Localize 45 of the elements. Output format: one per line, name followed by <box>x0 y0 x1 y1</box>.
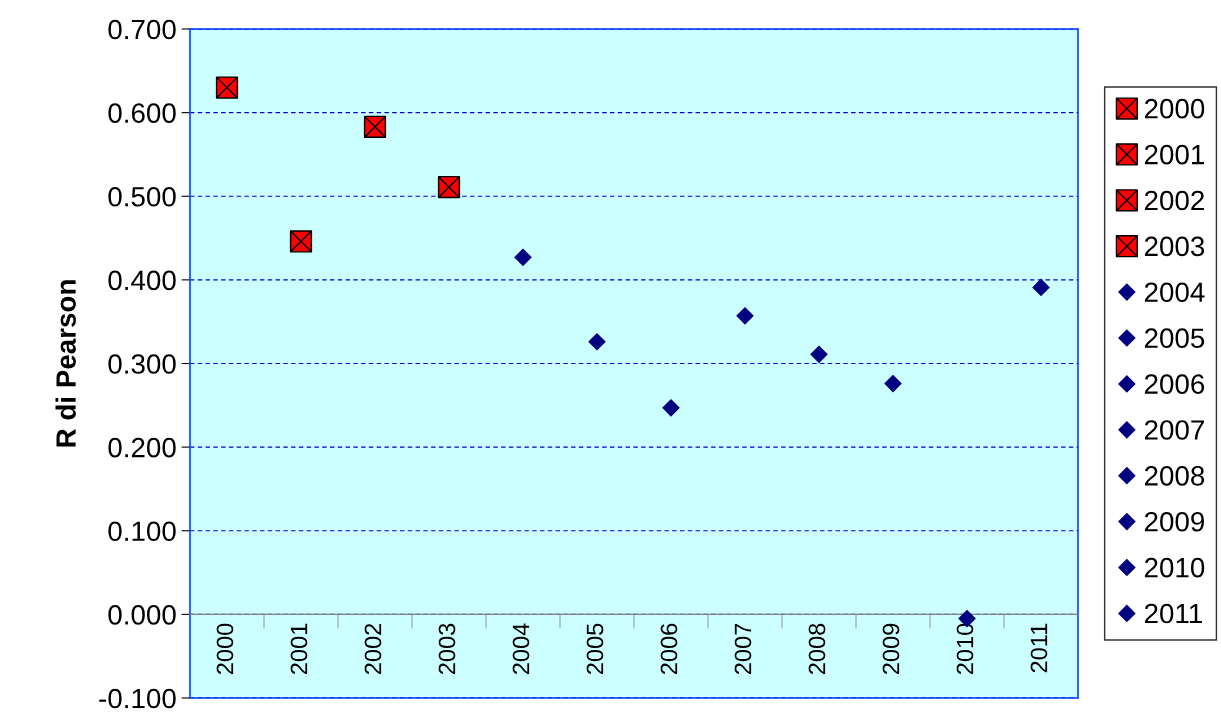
x-tick-label: 2000 <box>216 623 234 675</box>
y-tick-label: 0.100 <box>108 521 176 542</box>
legend-label: 2009 <box>1144 511 1205 532</box>
y-tick-label: 0.000 <box>108 605 176 625</box>
point <box>810 345 828 363</box>
legend-label: 2000 <box>1144 98 1205 119</box>
y-tick-label: -0.100 <box>99 688 176 709</box>
legend-label: 2004 <box>1144 282 1205 303</box>
legend-label: 2006 <box>1144 374 1205 394</box>
point <box>662 399 680 417</box>
legend-label: 2008 <box>1144 466 1205 486</box>
legend-label: 2010 <box>1144 557 1205 578</box>
point <box>363 115 387 138</box>
x-tick-label: 2008 <box>808 623 826 675</box>
y-axis-title: R di Pearson <box>55 280 76 447</box>
point <box>514 248 532 266</box>
x-tick-label: 2007 <box>734 623 752 675</box>
y-tick-label: 0.300 <box>108 354 176 374</box>
y-tick-label: 0.200 <box>108 437 176 458</box>
legend-label: 2001 <box>1144 144 1204 165</box>
y-tick-label: 0.400 <box>108 270 176 291</box>
x-tick-label: 2001 <box>290 623 308 675</box>
point <box>588 333 606 351</box>
x-tick-label: 2010 <box>956 623 974 675</box>
y-tick-label: 0.700 <box>108 19 176 40</box>
x-tick-label: 2002 <box>364 623 382 675</box>
x-tick-label: 2006 <box>660 623 678 675</box>
x-tick-label: 2009 <box>882 623 900 675</box>
legend-label: 2007 <box>1144 420 1204 440</box>
legend-label: 2003 <box>1144 236 1205 257</box>
point <box>736 307 754 325</box>
point <box>437 175 461 199</box>
x-tick-label: 2005 <box>586 623 604 675</box>
x-tick-label: 2004 <box>512 623 530 675</box>
y-tick-label: 0.600 <box>108 103 176 123</box>
y-tick-label: 0.500 <box>108 186 176 207</box>
legend-label: 2005 <box>1144 328 1205 349</box>
point <box>884 375 902 393</box>
point <box>1032 278 1050 296</box>
legend-label: 2011 <box>1144 603 1202 624</box>
legend-label: 2002 <box>1144 190 1204 211</box>
x-tick-label: 2011 <box>1030 623 1048 673</box>
point <box>289 230 313 253</box>
point <box>215 76 239 99</box>
x-tick-label: 2003 <box>438 623 456 675</box>
